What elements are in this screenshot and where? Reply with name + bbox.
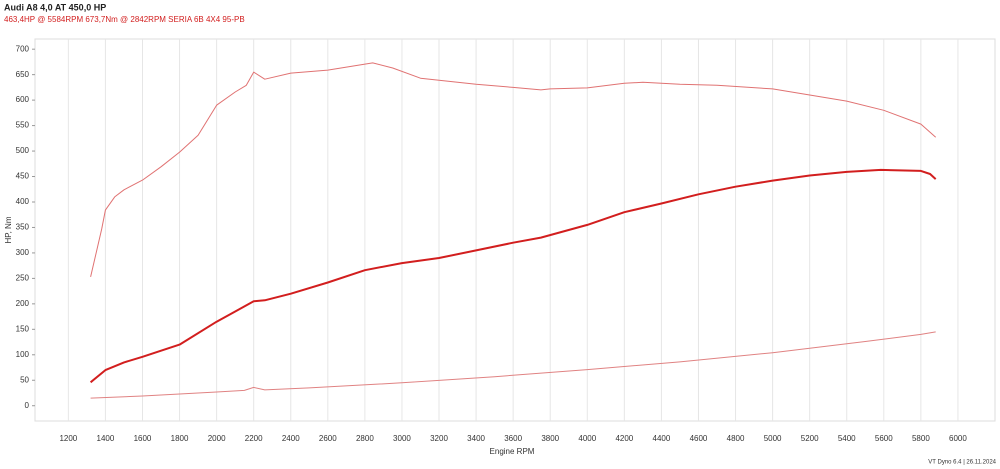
y-tick-label: 400 bbox=[16, 197, 30, 206]
x-tick-label: 5800 bbox=[912, 434, 930, 443]
x-tick-label: 1400 bbox=[97, 434, 115, 443]
x-tick-label: 1800 bbox=[171, 434, 189, 443]
x-tick-label: 4600 bbox=[690, 434, 708, 443]
x-tick-label: 6000 bbox=[949, 434, 967, 443]
y-tick-label: 50 bbox=[20, 375, 29, 384]
y-tick-label: 650 bbox=[16, 70, 30, 79]
y-tick-label: 150 bbox=[16, 324, 30, 333]
y-tick-label: 300 bbox=[16, 248, 30, 257]
x-tick-label: 5000 bbox=[764, 434, 782, 443]
x-tick-label: 1200 bbox=[59, 434, 77, 443]
data-line bbox=[90, 62, 937, 278]
y-tick-label: 350 bbox=[16, 223, 30, 232]
x-tick-label: 4400 bbox=[653, 434, 671, 443]
x-tick-label: 5200 bbox=[801, 434, 819, 443]
x-tick-label: 3400 bbox=[467, 434, 485, 443]
x-tick-label: 1600 bbox=[134, 434, 152, 443]
x-tick-label: 3800 bbox=[541, 434, 559, 443]
y-tick-label: 500 bbox=[16, 146, 30, 155]
chart-title: Audi A8 4,0 AT 450,0 HP bbox=[4, 2, 106, 12]
x-tick-label: 3000 bbox=[393, 434, 411, 443]
x-tick-label: 5400 bbox=[838, 434, 856, 443]
x-tick-label: 4800 bbox=[727, 434, 745, 443]
x-tick-label: 3200 bbox=[430, 434, 448, 443]
x-tick-label: 3600 bbox=[504, 434, 522, 443]
data-line bbox=[90, 331, 936, 399]
y-tick-label: 700 bbox=[16, 44, 30, 53]
x-tick-label: 2200 bbox=[245, 434, 263, 443]
chart-subtitle: 463,4HP @ 5584RPM 673,7Nm @ 2842RPM SERI… bbox=[4, 15, 245, 24]
y-tick-label: 600 bbox=[16, 95, 30, 104]
y-tick-label: 100 bbox=[16, 350, 30, 359]
x-tick-label: 2800 bbox=[356, 434, 374, 443]
y-axis-label: HP, Nm bbox=[4, 216, 13, 243]
x-tick-label: 4000 bbox=[578, 434, 596, 443]
x-tick-label: 2600 bbox=[319, 434, 337, 443]
x-axis-label: Engine RPM bbox=[490, 447, 535, 456]
y-tick-label: 0 bbox=[25, 401, 30, 410]
x-tick-label: 5600 bbox=[875, 434, 893, 443]
x-tick-label: 4200 bbox=[615, 434, 633, 443]
y-tick-label: 450 bbox=[16, 172, 30, 181]
y-tick-label: 550 bbox=[16, 121, 30, 130]
y-tick-label: 250 bbox=[16, 273, 30, 282]
x-tick-label: 2000 bbox=[208, 434, 226, 443]
footer: VT Dyno 6.4 | 26.11.2024 bbox=[928, 460, 996, 466]
y-tick-label: 200 bbox=[16, 299, 30, 308]
data-line bbox=[89, 168, 937, 384]
x-tick-label: 2400 bbox=[282, 434, 300, 443]
plot-frame bbox=[34, 38, 996, 422]
